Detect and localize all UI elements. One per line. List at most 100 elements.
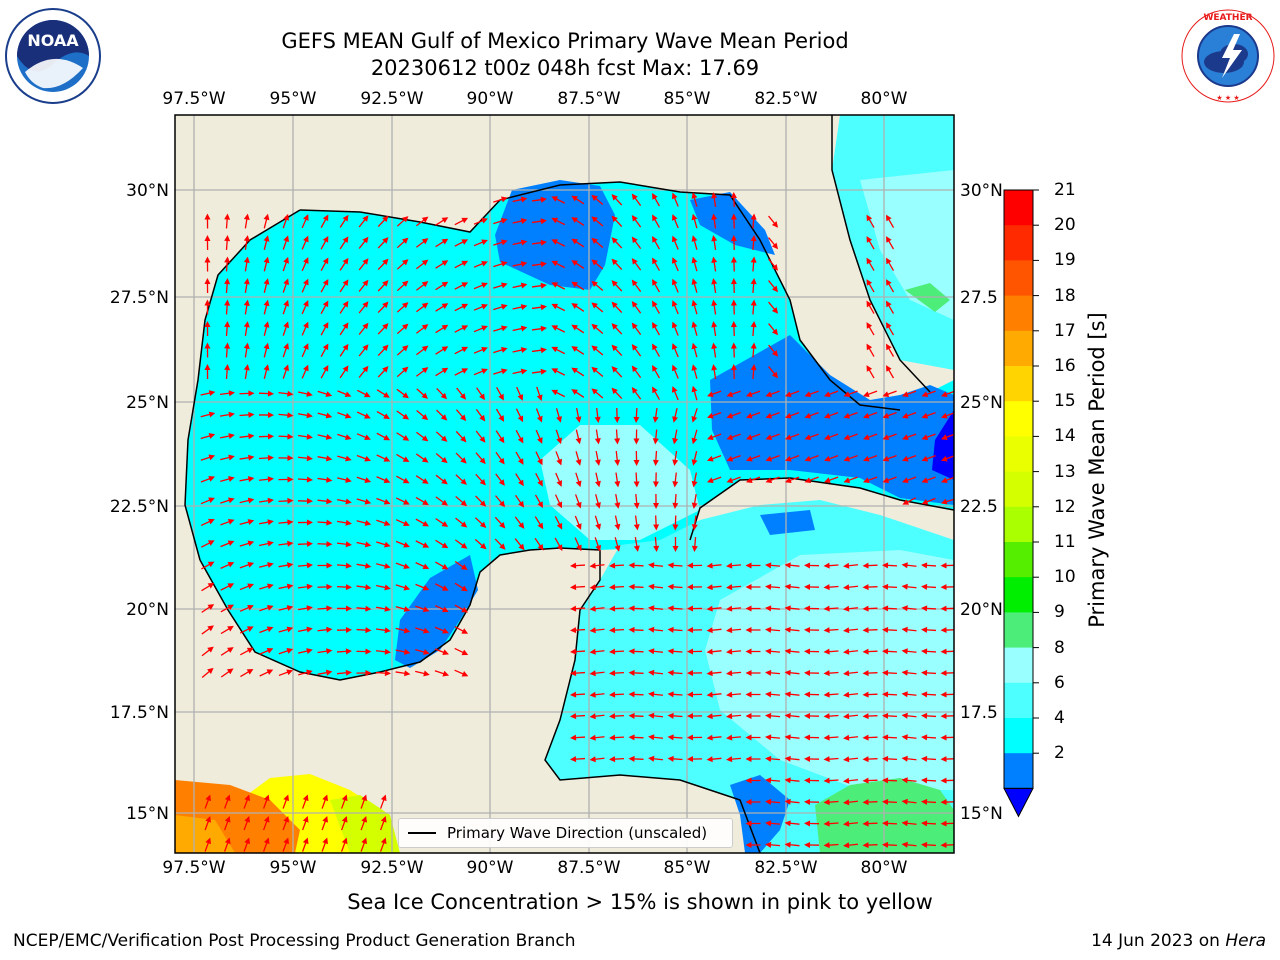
- wave-arrow: [395, 562, 411, 569]
- wave-arrow: [653, 536, 660, 552]
- wave-arrow: [768, 301, 779, 314]
- wave-arrow: [784, 454, 800, 462]
- wave-arrow: [301, 300, 309, 315]
- wave-arrow: [570, 584, 586, 591]
- wave-arrow: [711, 321, 718, 337]
- wave-arrow: [745, 433, 761, 441]
- wave-arrow: [415, 670, 430, 677]
- wave-arrow: [495, 408, 505, 422]
- wave-arrow: [609, 756, 625, 763]
- wave-arrow: [455, 409, 467, 422]
- wave-arrow: [416, 302, 429, 313]
- wave-arrow: [921, 562, 937, 569]
- wave-arrow: [514, 538, 525, 551]
- wave-arrow: [589, 756, 605, 763]
- wave-arrow: [336, 605, 352, 612]
- wave-arrow: [804, 841, 820, 848]
- wave-arrow: [377, 344, 389, 357]
- wave-arrow: [671, 364, 679, 379]
- wave-arrow: [862, 842, 878, 849]
- wave-arrow: [317, 498, 333, 505]
- lat-tick-right: 27.5: [960, 288, 998, 308]
- wave-arrow: [435, 539, 449, 549]
- lon-tick-bottom: 90°W: [467, 858, 514, 878]
- wave-arrow: [784, 390, 800, 398]
- wave-arrow: [514, 494, 525, 508]
- wave-arrow: [652, 300, 661, 314]
- wave-arrow: [672, 515, 679, 531]
- wave-arrow: [691, 429, 698, 445]
- wave-arrow: [282, 837, 290, 852]
- wave-arrow: [396, 237, 409, 249]
- wave-arrow: [570, 562, 586, 569]
- wave-arrow: [784, 798, 800, 805]
- wave-arrow: [396, 475, 410, 484]
- wave-arrow: [882, 734, 898, 741]
- wave-arrow: [589, 734, 605, 741]
- wave-arrow: [804, 691, 820, 698]
- wave-arrow: [843, 820, 859, 827]
- lat-tick-left: 22.5°N: [110, 497, 169, 517]
- wave-arrow: [706, 454, 722, 462]
- wave-arrow: [730, 364, 737, 380]
- colorbar-segment: [1004, 506, 1033, 543]
- wave-arrow: [376, 584, 391, 591]
- wave-arrow: [473, 346, 488, 354]
- wave-arrow: [711, 278, 718, 294]
- deep-blue-patch: [710, 335, 954, 505]
- wave-arrow: [555, 472, 563, 487]
- wave-arrow: [201, 582, 215, 592]
- wave-arrow: [589, 605, 605, 612]
- wave-arrow: [379, 815, 387, 831]
- wave-arrow: [594, 407, 601, 423]
- wave-arrow: [726, 627, 742, 634]
- wave-arrow: [611, 387, 623, 400]
- wave-arrow: [765, 712, 781, 719]
- wave-arrow: [531, 304, 547, 311]
- wave-arrow: [474, 517, 487, 528]
- wave-arrow: [609, 562, 625, 569]
- wave-arrow: [804, 798, 820, 805]
- wave-arrow: [297, 433, 313, 440]
- wave-arrow: [258, 519, 274, 526]
- wave-arrow: [631, 365, 642, 379]
- wave-arrow: [667, 583, 683, 590]
- wave-arrow: [376, 454, 391, 462]
- wave-arrow: [745, 734, 761, 741]
- wave-arrow: [356, 476, 372, 483]
- wave-arrow: [823, 433, 839, 441]
- wave-arrow: [317, 583, 333, 590]
- wave-arrow: [921, 454, 936, 462]
- wave-arrow: [317, 541, 333, 548]
- wave-arrow: [843, 670, 859, 677]
- wave-arrow: [745, 820, 761, 827]
- wave-arrow: [595, 472, 601, 488]
- wave-arrow: [201, 667, 214, 678]
- wave-arrow: [589, 670, 605, 677]
- wave-arrow: [356, 454, 371, 462]
- wave-arrow: [706, 627, 722, 634]
- wave-arrow: [555, 451, 563, 466]
- wave-arrow: [609, 670, 625, 677]
- lat-tick-right: 30°N: [960, 181, 1003, 201]
- wave-arrow: [551, 217, 566, 226]
- wave-arrow: [239, 583, 254, 591]
- wave-arrow: [823, 648, 839, 655]
- wave-arrow: [223, 837, 231, 852]
- wave-arrow: [416, 431, 429, 442]
- wave-arrow: [862, 433, 878, 441]
- wave-arrow: [531, 261, 547, 268]
- wave-arrow: [415, 605, 430, 613]
- lat-tick-left: 15°N: [126, 804, 169, 824]
- wave-arrow: [282, 299, 289, 315]
- wave-arrow: [784, 712, 800, 719]
- wave-arrow: [301, 837, 309, 852]
- wave-arrow: [862, 756, 878, 763]
- wave-arrow: [435, 346, 449, 355]
- wave-arrow: [534, 516, 544, 530]
- wave-arrow: [377, 323, 389, 335]
- wave-arrow: [297, 455, 313, 462]
- wave-arrow: [901, 626, 917, 633]
- wave-arrow: [336, 648, 352, 655]
- wave-arrow: [531, 282, 547, 289]
